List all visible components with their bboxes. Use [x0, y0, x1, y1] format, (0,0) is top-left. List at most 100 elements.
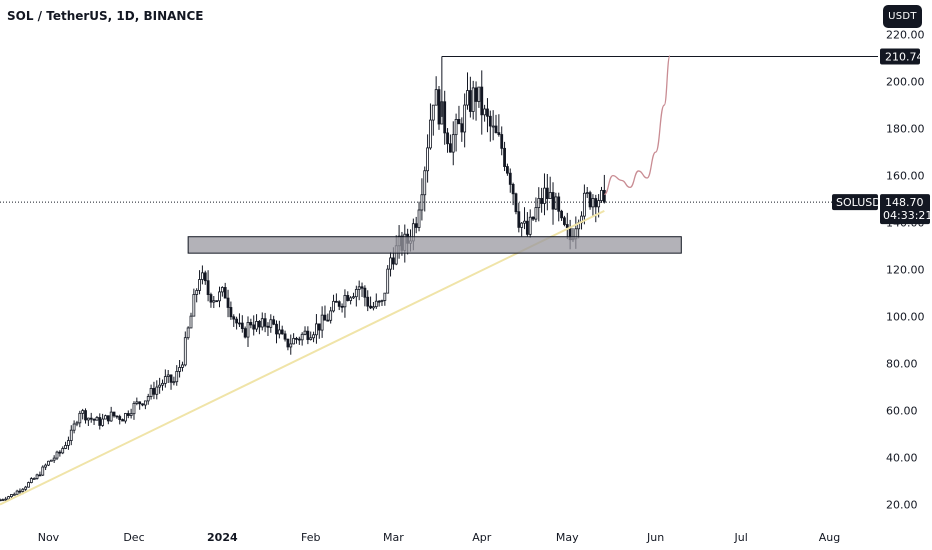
candle [249, 318, 253, 329]
candle [143, 400, 147, 410]
candle [500, 126, 504, 156]
candle [118, 414, 122, 425]
candle [232, 314, 236, 327]
candle [75, 420, 79, 427]
candle [309, 331, 313, 341]
candle [337, 300, 341, 311]
candle [295, 336, 298, 344]
candle [369, 296, 372, 310]
candle [580, 211, 583, 230]
x-tick-label: Dec [123, 531, 144, 544]
candle [35, 473, 39, 480]
candle [289, 334, 293, 355]
candle [12, 492, 16, 496]
candle [152, 381, 156, 400]
candle [169, 374, 173, 390]
candle [454, 113, 458, 152]
candle [277, 320, 281, 339]
projection-path[interactable] [604, 55, 671, 196]
candle [61, 446, 65, 455]
candle [349, 296, 353, 305]
candle [488, 110, 492, 142]
candle [317, 323, 321, 339]
candle [377, 300, 381, 307]
candle [220, 286, 224, 297]
candle [600, 186, 603, 203]
candle [517, 202, 521, 233]
candle [417, 201, 421, 232]
x-tick-label: Apr [472, 531, 492, 544]
candle [480, 70, 484, 135]
candle [423, 166, 427, 212]
candle [69, 425, 73, 446]
x-tick-label: Feb [301, 531, 320, 544]
candle [343, 289, 347, 318]
candle [508, 168, 512, 193]
trendline[interactable] [0, 209, 605, 506]
x-tick-label: Aug [819, 531, 840, 544]
candle [198, 270, 201, 295]
x-tick-label: Jul [734, 531, 748, 544]
candle [124, 412, 127, 424]
candle [528, 209, 532, 239]
candle [209, 292, 213, 308]
support-zone[interactable] [187, 236, 682, 254]
candles-group [0, 70, 606, 502]
y-tick-label: 180.00 [886, 123, 925, 136]
candle [565, 212, 569, 240]
candle [386, 265, 390, 294]
candle [155, 380, 159, 400]
candle [460, 117, 464, 142]
y-tick-label: 120.00 [886, 264, 925, 277]
candle [266, 322, 270, 336]
candle [258, 320, 261, 335]
chart-title: SOL / TetherUS, 1D, BINANCE [7, 9, 204, 23]
x-axis[interactable]: Nov Dec 2024 Feb Mar Apr May Jun Jul Aug [38, 531, 841, 544]
candle [582, 184, 586, 225]
candle [354, 285, 358, 307]
candle [178, 360, 181, 378]
candle [181, 361, 184, 372]
candle [506, 163, 509, 176]
candle [372, 301, 375, 311]
candle [360, 282, 364, 297]
candle [466, 72, 469, 110]
candle [78, 410, 82, 428]
candle [551, 182, 555, 225]
candle [334, 293, 338, 303]
candle [497, 114, 501, 137]
candle [585, 187, 589, 198]
candle [24, 485, 28, 491]
x-tick-label: Jun [646, 531, 664, 544]
candle [212, 296, 216, 309]
candle [437, 85, 441, 130]
y-tick-label: 220.00 [886, 29, 925, 42]
candle [29, 477, 33, 484]
candle [483, 104, 487, 122]
y-tick-label: 160.00 [886, 170, 925, 183]
currency-button[interactable]: USDT [883, 5, 922, 28]
candle [545, 173, 549, 211]
candle [200, 265, 204, 285]
candle [486, 98, 489, 133]
candle [523, 207, 526, 230]
candle [494, 114, 498, 134]
candle [172, 376, 176, 386]
candle [44, 463, 48, 471]
candle [429, 103, 432, 150]
candle [514, 192, 518, 215]
candle [115, 415, 119, 419]
candle [329, 306, 333, 324]
candle [588, 190, 592, 210]
candle [64, 441, 67, 450]
candle [135, 397, 139, 406]
candle [315, 314, 318, 344]
y-tick-label: 40.00 [886, 452, 918, 465]
candle [138, 401, 142, 410]
candle [525, 212, 529, 237]
y-axis[interactable]: 20.0040.0060.0080.00100.00120.00140.0016… [886, 29, 925, 512]
candle [534, 197, 538, 223]
candle [511, 182, 515, 206]
candle [189, 312, 193, 329]
